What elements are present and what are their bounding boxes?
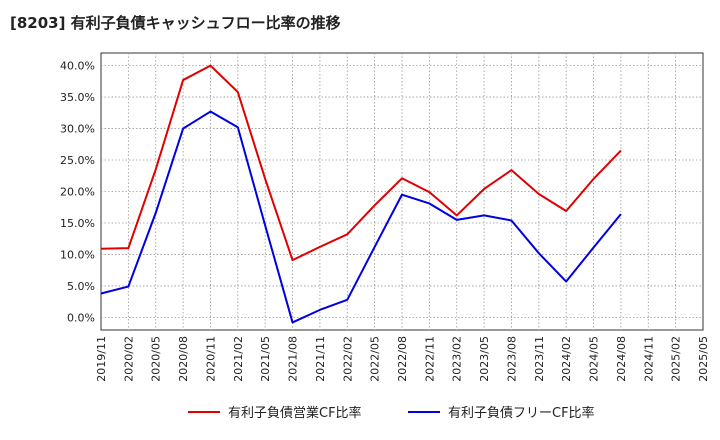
x-tick-label: 2023/11: [533, 336, 546, 382]
grid: [101, 53, 703, 330]
x-axis: 2019/11 2020/02 2020/05 2020/08 2020/11 2021/…: [95, 336, 710, 382]
legend-label: 有利子負債営業CF比率: [228, 405, 362, 421]
x-tick-label: 2023/08: [505, 336, 518, 382]
x-tick-label: 2025/02: [670, 336, 683, 382]
x-tick-label: 2020/11: [204, 336, 217, 382]
x-tick-label: 2022/08: [396, 336, 409, 382]
y-tick-label: 20.0%: [60, 186, 95, 199]
x-tick-label: 2020/08: [177, 336, 190, 382]
y-tick-label: 10.0%: [60, 248, 95, 261]
x-tick-label: 2023/05: [478, 336, 491, 382]
chart-title: [8203] 有利子負債キャッシュフロー比率の推移: [10, 14, 341, 32]
y-tick-label: 35.0%: [60, 91, 95, 104]
x-tick-label: 2020/02: [122, 336, 135, 382]
y-axis: 0.0% 5.0% 10.0% 15.0% 20.0% 25.0% 30.0% 35.0% 40…: [60, 60, 95, 325]
y-tick-label: 30.0%: [60, 123, 95, 136]
x-tick-label: 2023/02: [451, 336, 464, 382]
x-tick-label: 2021/08: [287, 336, 300, 382]
x-tick-label: 2022/02: [341, 336, 354, 382]
x-tick-label: 2021/05: [259, 336, 272, 382]
y-tick-label: 15.0%: [60, 217, 95, 230]
x-tick-label: 2021/02: [232, 336, 245, 382]
x-tick-label: 2022/11: [423, 336, 436, 382]
x-tick-label: 2021/11: [314, 336, 327, 382]
y-tick-label: 0.0%: [67, 311, 95, 324]
y-tick-label: 25.0%: [60, 154, 95, 167]
series-group: [100, 64, 622, 324]
series-line-2: [100, 110, 622, 324]
series-line-1: [100, 64, 622, 262]
x-tick-label: 2024/02: [560, 336, 573, 382]
x-tick-label: 2024/11: [642, 336, 655, 382]
legend-label: 有利子負債フリーCF比率: [448, 405, 595, 421]
y-tick-label: 40.0%: [60, 60, 95, 73]
x-tick-label: 2022/05: [369, 336, 382, 382]
x-tick-label: 2024/08: [615, 336, 628, 382]
x-tick-label: 2025/05: [697, 336, 710, 382]
legend: 有利子負債営業CF比率 有利子負債フリーCF比率: [188, 405, 595, 421]
x-tick-label: 2019/11: [95, 336, 108, 382]
x-tick-label: 2020/05: [150, 336, 163, 382]
x-tick-label: 2024/05: [588, 336, 601, 382]
y-tick-label: 5.0%: [67, 280, 95, 293]
